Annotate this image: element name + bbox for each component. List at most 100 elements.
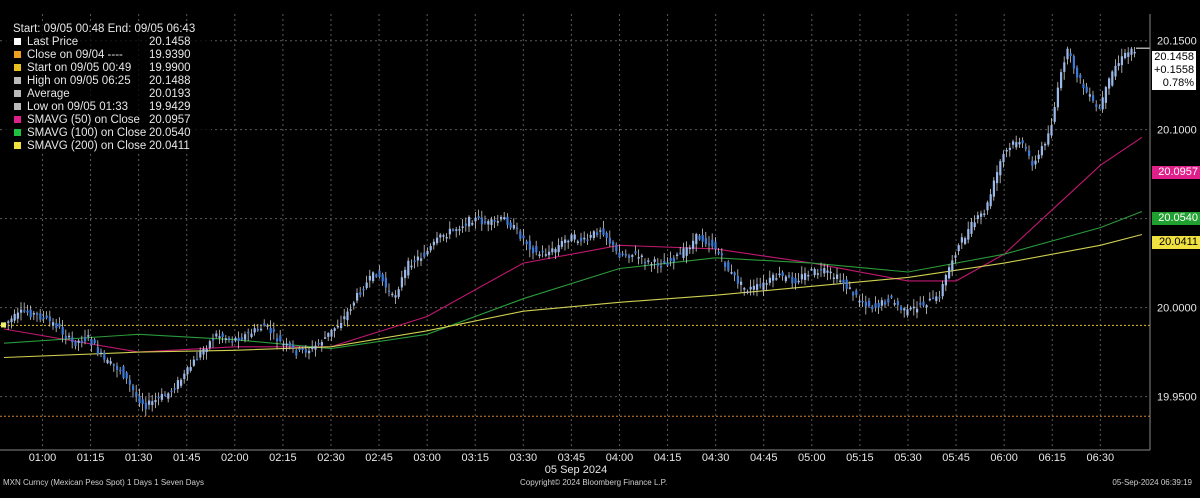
candle-body [551,248,554,253]
candle-body [653,259,656,262]
candle-body [631,255,634,257]
candle-body [1047,133,1050,145]
legend-row: SMAVG (200) on Close 20.0411 [3,140,211,153]
candle-body [1056,87,1059,108]
candle-body [628,255,631,258]
candle-body [237,337,240,342]
candle-body [903,308,906,311]
candle-body [320,342,323,346]
candle-body [221,333,224,338]
candle-body [880,300,883,306]
candle-body [765,283,768,285]
candle-body [157,396,160,399]
legend-label: Start on 09/05 00:49 [27,62,132,74]
candle-body [119,369,122,372]
candle-body [1028,150,1031,157]
candle-body [458,229,461,231]
candle-body [1108,78,1111,89]
candle-body [256,328,259,331]
candle-body [656,262,659,266]
candle-body [746,291,749,293]
candle-body [554,248,557,253]
candle-body [1063,62,1066,72]
candle-body [68,335,71,338]
candle-body [1120,56,1123,66]
candle-body [45,315,48,318]
candle-body [1002,153,1005,163]
legend-row: Low on 09/05 01:33 19.9429 [3,101,211,114]
candle-body [359,292,362,295]
candle-body [874,303,877,308]
candle-body [164,394,167,396]
x-tick-label: 04:30 [702,452,730,464]
candle-body [330,329,333,337]
candle-body [967,229,970,240]
candle-body [941,283,944,297]
candle-body [247,331,250,334]
candle-body [317,343,320,345]
candle-body [858,300,861,303]
candle-body [285,343,288,346]
candle-body [464,223,467,226]
candle-body [564,239,567,243]
candle-body [986,202,989,211]
candle-body [740,281,743,285]
candle-body [935,296,938,301]
candle-body [624,254,627,256]
candle-body [493,220,496,222]
candle-body [548,251,551,256]
legend-swatch-icon [14,38,21,45]
candle-body [106,359,109,364]
candle-body [324,337,327,339]
candle-body [272,329,275,332]
candle-body [778,273,781,276]
candle-body [116,365,119,370]
candle-body [1031,160,1034,166]
candle-body [532,247,535,254]
candle-body [634,251,637,254]
candle-body [826,270,829,273]
start-marker [1,322,6,328]
legend-row: Close on 09/04 ---- 19.9390 [3,49,211,62]
candle-body [336,325,339,328]
candle-body [490,219,493,226]
candle-body [973,222,976,228]
candle-body [1072,56,1075,69]
legend-value: 19.9900 [149,62,191,74]
candle-body [260,328,263,331]
candle-body [391,293,394,296]
x-tick-label: 01:45 [173,452,201,464]
candle-body [170,390,173,393]
candle-body [224,338,227,341]
candle-body [1101,97,1104,110]
candle-body [343,316,346,320]
x-tick-label: 01:30 [125,452,153,464]
sma200-tag: 20.0411 [1152,236,1200,249]
candle-body [404,269,407,279]
candle-body [295,350,298,356]
candle-body [368,275,371,281]
candle-body [397,289,400,297]
candle-body [100,351,103,353]
legend-swatch-icon [14,90,21,97]
candle-body [218,336,221,339]
candle-body [621,253,624,256]
candle-body [234,337,237,341]
candle-body [922,301,925,306]
candle-body [644,261,647,264]
candle-body [1114,65,1117,77]
candle-body [797,280,800,283]
footer-timestamp: 05-Sep-2024 06:39:19 [1112,478,1192,487]
candle-body [567,240,570,243]
candle-body [1018,142,1021,145]
candle-body [381,274,384,282]
candle-body [503,217,506,220]
candle-body [474,217,477,222]
candle-body [410,265,413,268]
candle-body [970,221,973,234]
candle-body [432,241,435,246]
candle-body [1053,107,1056,122]
candle-body [772,274,775,281]
candle-body [509,222,512,228]
candle-body [650,264,653,266]
